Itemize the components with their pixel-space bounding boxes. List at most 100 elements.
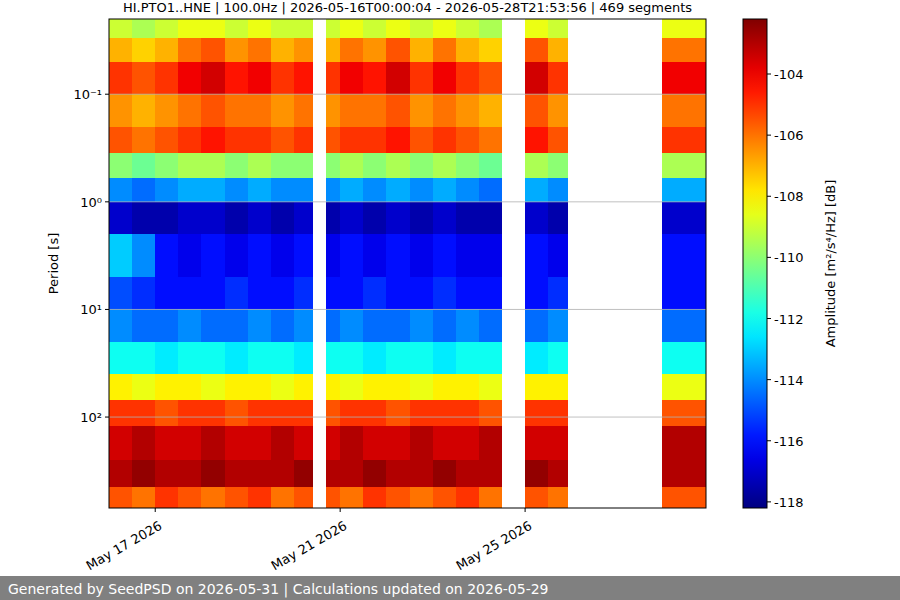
heat-cell bbox=[271, 277, 295, 310]
heat-cell bbox=[248, 460, 272, 488]
heat-cell bbox=[326, 127, 341, 154]
y-tick-label: 10² bbox=[80, 410, 102, 425]
heat-cell bbox=[479, 277, 503, 310]
heat-cell bbox=[456, 178, 480, 202]
heat-cell bbox=[132, 19, 156, 38]
heat-cell bbox=[433, 460, 457, 488]
heat-cell bbox=[662, 400, 706, 426]
heat-cell bbox=[225, 94, 249, 127]
heat-cell bbox=[525, 460, 549, 488]
heat-cell bbox=[326, 487, 341, 508]
heat-cell bbox=[386, 460, 410, 488]
heat-cell bbox=[479, 400, 503, 426]
heat-cell bbox=[294, 460, 313, 488]
heat-cell bbox=[248, 426, 272, 461]
heat-cell bbox=[132, 153, 156, 179]
heat-cell bbox=[548, 277, 568, 310]
heat-cell bbox=[548, 153, 568, 179]
heat-cell bbox=[155, 400, 179, 426]
heat-cell bbox=[201, 234, 225, 277]
heat-cell bbox=[479, 460, 503, 488]
heat-cell bbox=[155, 342, 179, 375]
heat-cell bbox=[548, 202, 568, 235]
heat-cell bbox=[201, 153, 225, 179]
heat-cell bbox=[248, 342, 272, 375]
heat-cell bbox=[410, 234, 434, 277]
heat-cell bbox=[363, 342, 387, 375]
heat-cell bbox=[525, 309, 549, 342]
heat-cell bbox=[386, 62, 410, 95]
heat-cell bbox=[386, 400, 410, 426]
heat-cell bbox=[178, 426, 202, 461]
colorbar-tick-label: -108 bbox=[774, 189, 804, 204]
heat-cell bbox=[340, 94, 364, 127]
heat-cell bbox=[271, 153, 295, 179]
heat-cell bbox=[662, 94, 706, 127]
colorbar-tick bbox=[767, 257, 771, 258]
heat-cell bbox=[525, 277, 549, 310]
heat-cell bbox=[386, 487, 410, 508]
heat-cell bbox=[525, 234, 549, 277]
heat-cell bbox=[271, 460, 295, 488]
heat-cell bbox=[294, 178, 313, 202]
heat-cell bbox=[363, 400, 387, 426]
heat-cell bbox=[525, 342, 549, 375]
heat-cell bbox=[155, 127, 179, 154]
heat-cell bbox=[548, 234, 568, 277]
heat-cell bbox=[155, 62, 179, 95]
heat-cell bbox=[271, 309, 295, 342]
heat-cell bbox=[340, 127, 364, 154]
heat-cell bbox=[433, 277, 457, 310]
heat-cell bbox=[433, 127, 457, 154]
x-tick bbox=[340, 508, 341, 512]
heat-cell bbox=[225, 277, 249, 310]
heat-cell bbox=[294, 374, 313, 401]
x-tick-label: May 17 2026 bbox=[84, 518, 165, 573]
heat-cell bbox=[363, 153, 387, 179]
heat-cell bbox=[433, 309, 457, 342]
heat-cell bbox=[363, 487, 387, 508]
y-tick-label: 10⁰ bbox=[80, 195, 102, 210]
heat-cell bbox=[479, 127, 503, 154]
heat-cell bbox=[178, 127, 202, 154]
heat-cell bbox=[155, 309, 179, 342]
heat-cell bbox=[662, 202, 706, 235]
heat-cell bbox=[548, 400, 568, 426]
heat-cell bbox=[548, 19, 568, 38]
heat-cell bbox=[363, 38, 387, 62]
heat-cell bbox=[433, 487, 457, 508]
heat-cell bbox=[225, 62, 249, 95]
heat-cell bbox=[340, 460, 364, 488]
heat-cell bbox=[456, 62, 480, 95]
heat-cell bbox=[662, 487, 706, 508]
heat-cell bbox=[271, 38, 295, 62]
heat-cell bbox=[326, 426, 341, 461]
heat-cell bbox=[225, 374, 249, 401]
heat-cell bbox=[271, 62, 295, 95]
heat-cell bbox=[363, 426, 387, 461]
heat-cell bbox=[456, 19, 480, 38]
y-tick-label: 10⁻¹ bbox=[73, 87, 102, 102]
grid-line bbox=[109, 309, 706, 310]
x-tick-label: May 25 2026 bbox=[453, 518, 534, 573]
heat-cell bbox=[294, 309, 313, 342]
heat-cell bbox=[132, 62, 156, 95]
colorbar-tick bbox=[767, 379, 771, 380]
heat-cell bbox=[248, 277, 272, 310]
heat-cell bbox=[433, 94, 457, 127]
heat-cell bbox=[662, 342, 706, 375]
heat-cell bbox=[456, 94, 480, 127]
footer: Generated by SeedPSD on 2026-05-31 | Cal… bbox=[8, 581, 549, 598]
heat-cell bbox=[178, 38, 202, 62]
heat-cell bbox=[132, 487, 156, 508]
heat-cell bbox=[225, 178, 249, 202]
chart: HI.PTO1..HNE | 100.0Hz | 2026-05-16T00:0… bbox=[0, 0, 900, 600]
cells bbox=[109, 19, 706, 508]
heat-cell bbox=[386, 127, 410, 154]
heat-cell bbox=[410, 460, 434, 488]
plot-frame bbox=[109, 19, 706, 508]
heat-cell bbox=[109, 153, 133, 179]
colorbar-tick bbox=[767, 196, 771, 197]
heat-cell bbox=[410, 178, 434, 202]
heat-cell bbox=[662, 38, 706, 62]
